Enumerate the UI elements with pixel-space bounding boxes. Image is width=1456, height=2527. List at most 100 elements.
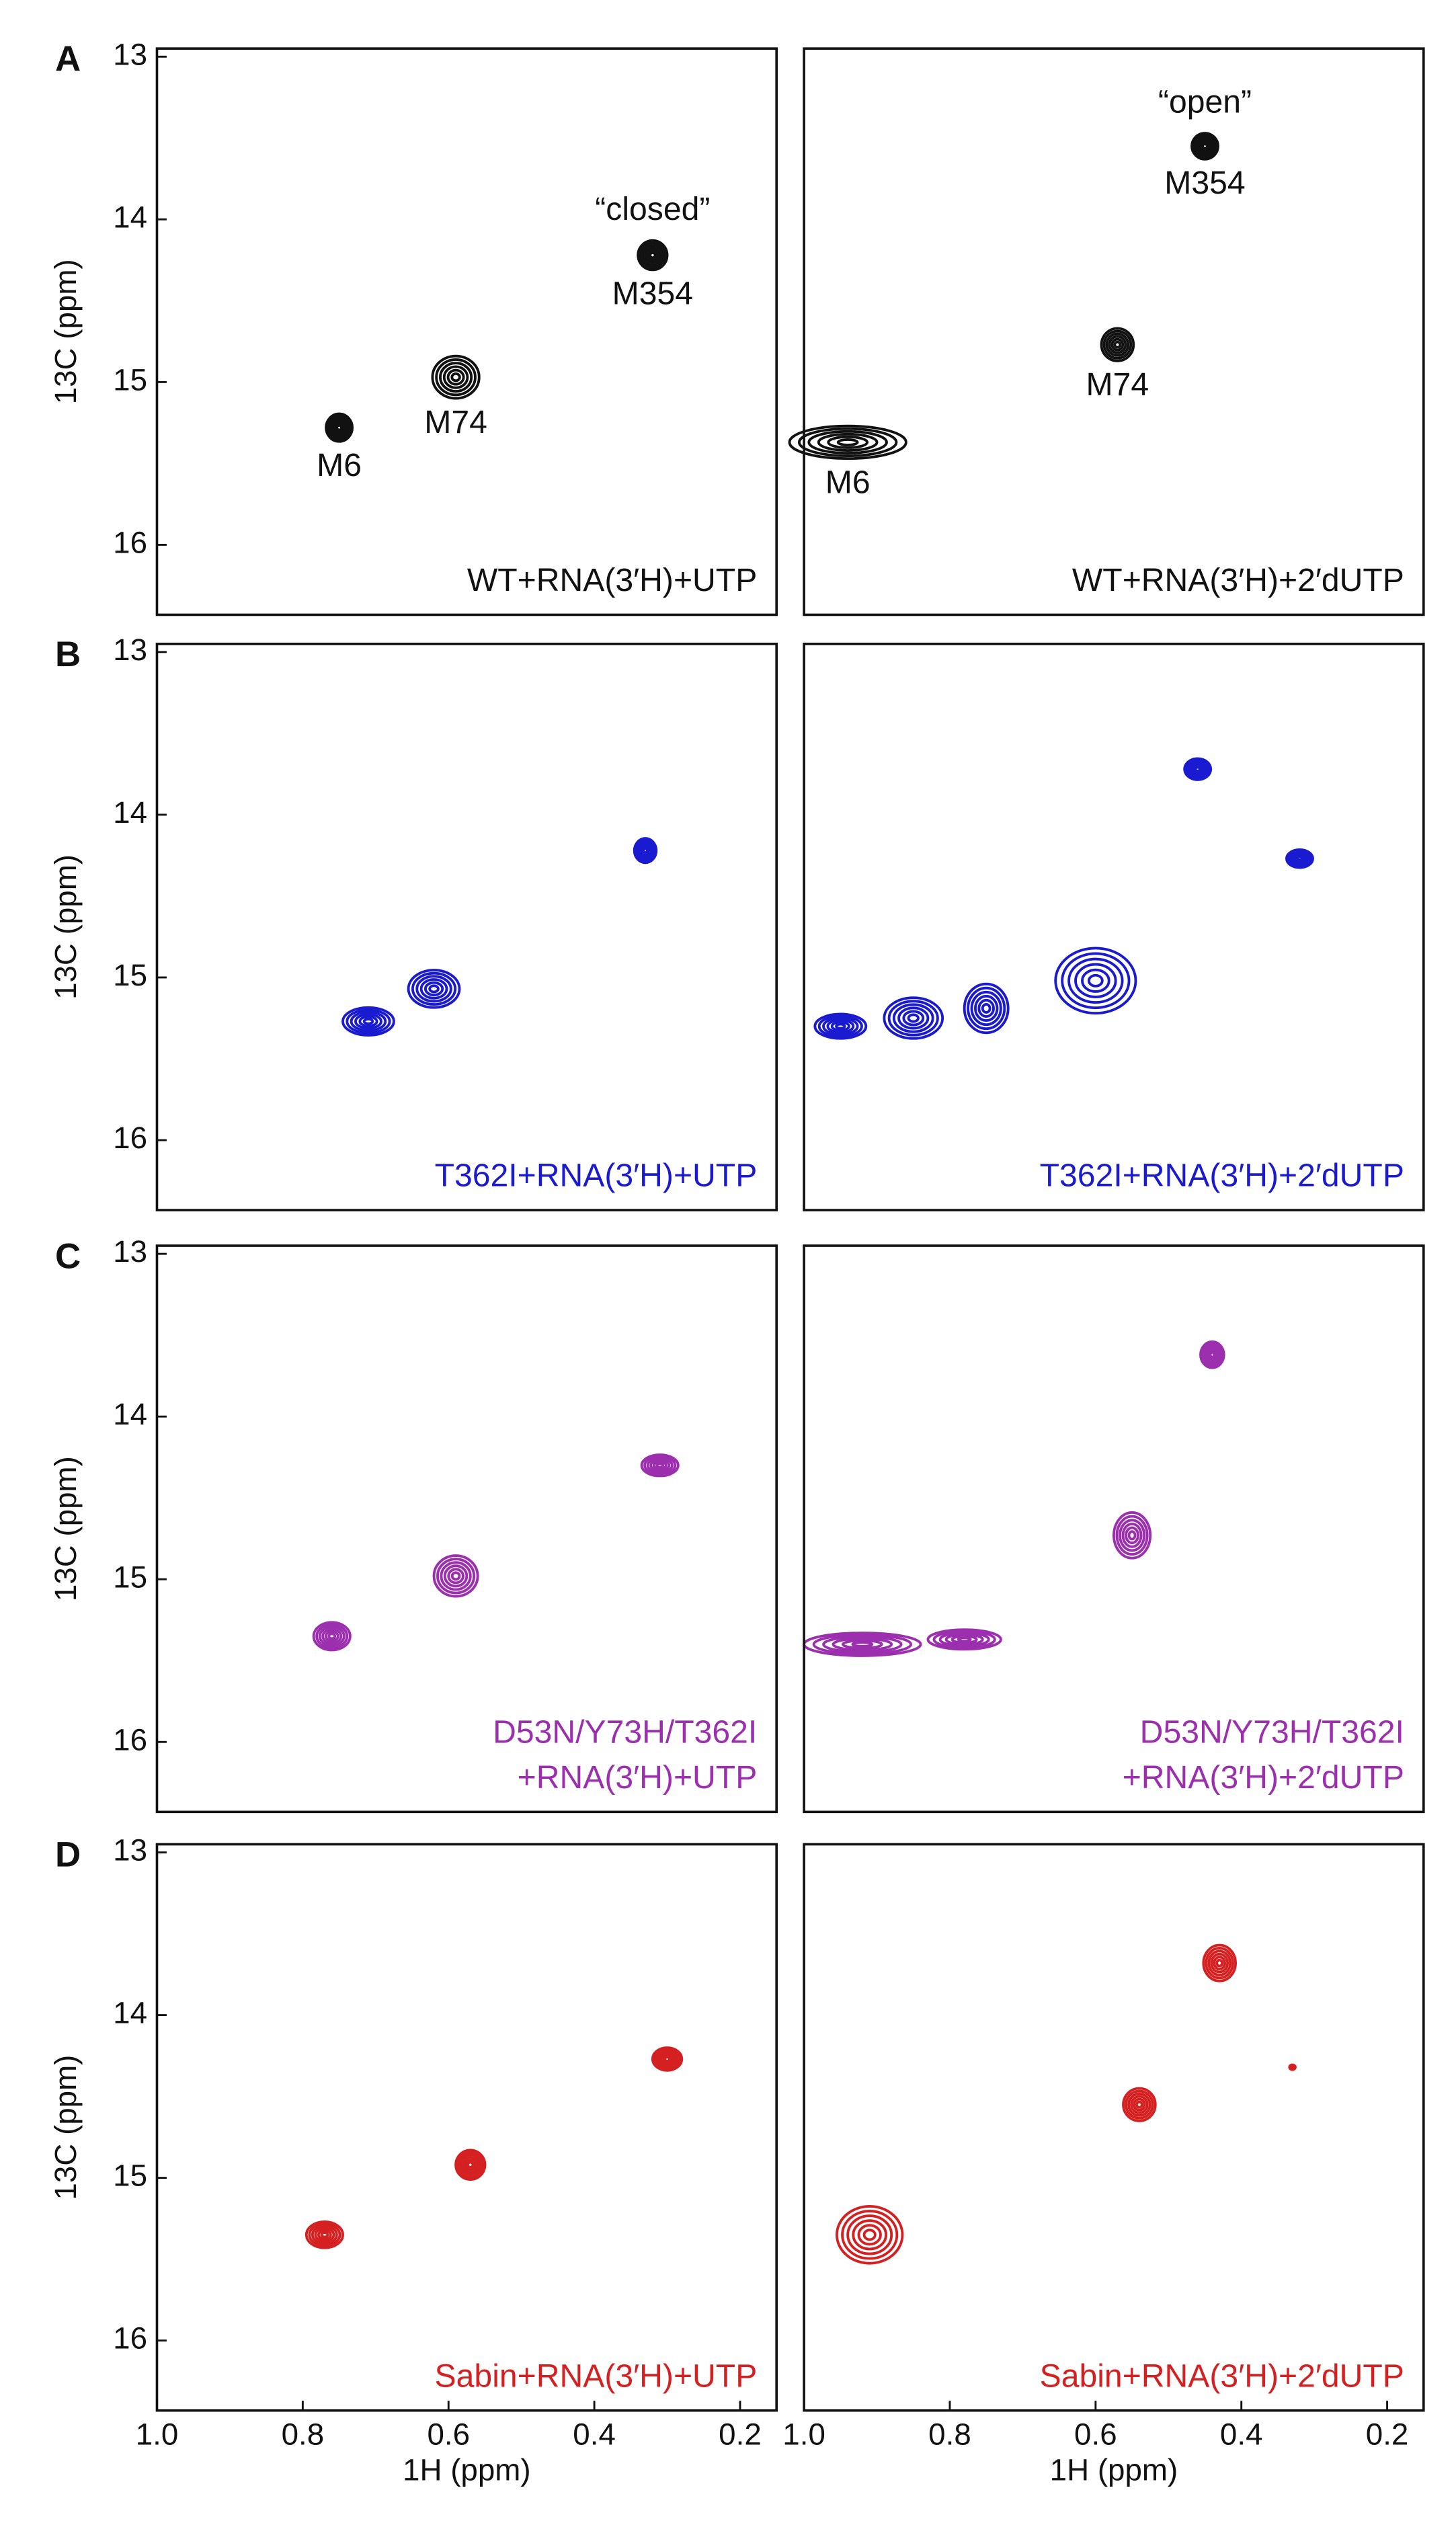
panel-letter: B (55, 635, 81, 674)
contour-ring (981, 1002, 992, 1014)
contour-ring (1209, 1351, 1216, 1359)
panel-letter: D (55, 1835, 81, 1875)
plot-frame (155, 47, 778, 616)
contour-ring (1122, 2087, 1157, 2122)
contour-ring (308, 2222, 341, 2247)
contour-ring (324, 1630, 339, 1642)
x-tick-label: 0.8 (928, 2417, 971, 2451)
contour-ring (827, 435, 869, 449)
y-axis-label: 13C (ppm) (48, 854, 83, 1000)
contour-ring (1054, 947, 1137, 1015)
contour-ring (1119, 1519, 1146, 1552)
x-tick-label: 0.8 (282, 2417, 325, 2451)
contour-ring (822, 1016, 859, 1036)
contour-ring (832, 1637, 893, 1652)
contour-ring (836, 438, 859, 446)
contour-ring (419, 978, 448, 1000)
contour-ring (1105, 332, 1130, 357)
contour-ring (450, 1571, 461, 1581)
panel-condition: Sabin+RNA(3′H)+2′dUTP (1040, 2358, 1404, 2394)
contour-ring (464, 2159, 477, 2171)
y-tick-label: 13 (113, 1833, 147, 1868)
contour-ring (653, 2048, 681, 2070)
contour-ring (883, 996, 944, 1040)
contour-ring (1121, 1522, 1143, 1548)
contour-ring (651, 2046, 684, 2072)
peak-label: M74 (424, 404, 487, 440)
panel-condition: T362I+RNA(3′H)+UTP (435, 1158, 758, 1194)
contour-ring (1205, 1347, 1219, 1363)
contour-ring (841, 2210, 899, 2260)
contour-ring (305, 2220, 344, 2249)
peak-label: M354 (1164, 165, 1245, 201)
contour-ring (325, 412, 354, 443)
contour-ring (331, 419, 348, 436)
contour-ring (439, 362, 473, 393)
contour-ring (649, 1458, 671, 1472)
contour-ring (822, 1635, 903, 1654)
y-tick-label: 16 (113, 1722, 147, 1757)
plot-frame (155, 1843, 778, 2412)
contour-ring (1203, 1345, 1221, 1365)
plot-area (813, 757, 1314, 1040)
contour-ring (644, 246, 661, 264)
contour-ring (926, 1628, 1002, 1651)
contour-ring (957, 1636, 972, 1643)
contour-ring (646, 1457, 674, 1474)
peak-label: M74 (1086, 366, 1149, 403)
contour-ring (1115, 1515, 1149, 1556)
contour-ring (320, 2231, 329, 2239)
contour-ring (1202, 1943, 1237, 1982)
contour-ring (812, 1633, 913, 1656)
y-tick-label: 13 (113, 1234, 147, 1269)
contour-ring (640, 1453, 680, 1478)
contour-ring (1294, 854, 1305, 863)
contour-ring (655, 1462, 665, 1469)
panel-letter: A (55, 39, 81, 79)
contour-ring (454, 2149, 487, 2181)
contour-ring (852, 2219, 888, 2251)
contour-ring (432, 1554, 479, 1598)
contour-ring (887, 1000, 939, 1037)
contour-ring (635, 839, 656, 863)
contour-ring (826, 1018, 855, 1034)
contour-ring (459, 2153, 482, 2176)
contour-ring (1125, 1526, 1140, 1545)
contour-ring (318, 1626, 346, 1647)
contour-ring (446, 368, 465, 386)
contour-ring (1287, 850, 1312, 868)
contour-ring (407, 969, 461, 1009)
y-axis-label: 13C (ppm) (48, 259, 83, 404)
y-tick-label: 15 (113, 1560, 147, 1594)
plot-frame (803, 642, 1425, 1211)
y-axis-label: 13C (ppm) (48, 2055, 83, 2200)
contour-ring (813, 1012, 868, 1040)
contour-ring (1187, 760, 1208, 778)
y-tick-label: 15 (113, 958, 147, 992)
peak-label: M6 (825, 464, 871, 500)
contour-ring (797, 427, 898, 458)
panel-condition: D53N/Y73H/T362I (1140, 1714, 1404, 1751)
contour-ring (642, 847, 649, 854)
contour-ring (643, 1455, 677, 1476)
contour-ring (327, 1632, 337, 1640)
contour-ring (440, 1561, 472, 1591)
contour-ring (312, 1621, 352, 1652)
contour-ring (830, 1020, 850, 1032)
contour-ring (862, 2229, 877, 2241)
contour-ring (456, 2151, 484, 2179)
contour-ring (1291, 852, 1308, 865)
contour-ring (317, 2229, 332, 2241)
panel-letter: C (55, 1236, 81, 1276)
contour-ring (1205, 1947, 1234, 1980)
contour-ring (977, 998, 995, 1018)
contour-ring (411, 971, 457, 1006)
contour-ring (641, 244, 664, 267)
y-tick-label: 13 (113, 37, 147, 71)
x-tick-label: 1.0 (782, 2417, 825, 2451)
contour-ring (1135, 2100, 1143, 2109)
contour-ring (1102, 329, 1133, 360)
panel-condition: Sabin+RNA(3′H)+UTP (435, 2358, 758, 2394)
contour-ring (423, 981, 444, 997)
y-tick-label: 16 (113, 2321, 147, 2356)
